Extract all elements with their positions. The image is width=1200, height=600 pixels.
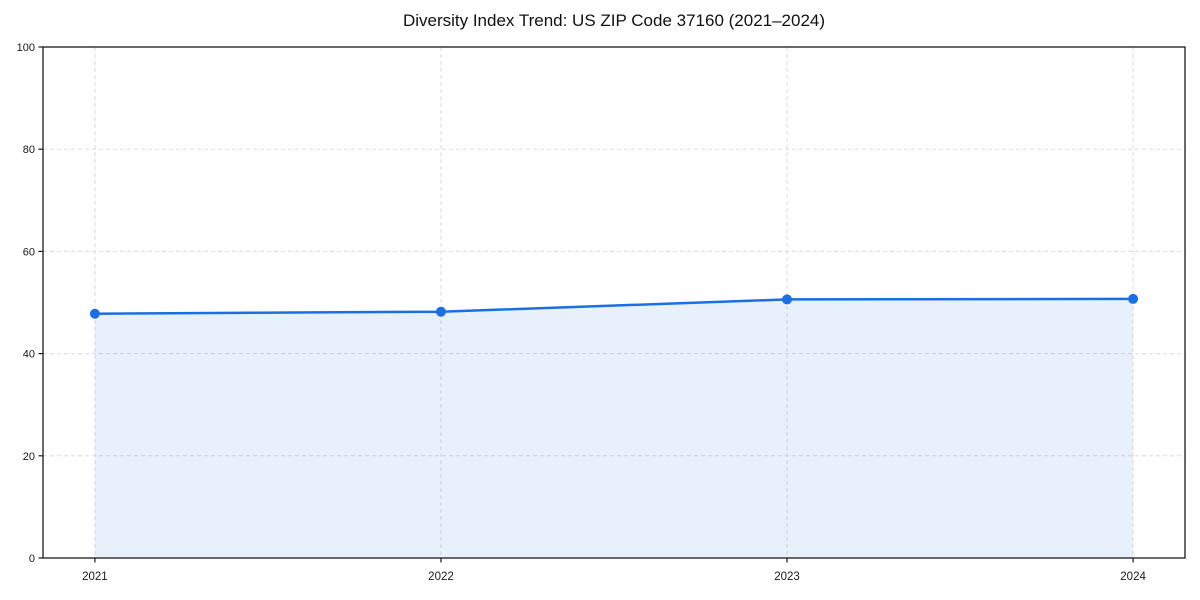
data-point-2024 [1128,293,1139,304]
y-tick-label-20: 20 [23,451,35,463]
axes-box [42,46,1186,559]
data-point-2021 [89,308,100,319]
y-tick-label-0: 0 [29,553,35,565]
x-tick-label-2023: 2023 [774,571,800,583]
data-point-2023 [782,294,793,305]
area-fill [94,298,1134,558]
data-point-2022 [435,306,446,317]
y-tick-label-40: 40 [23,349,35,361]
x-tick-label-2024: 2024 [1120,571,1146,583]
x-tick-label-2022: 2022 [428,571,454,583]
trend-line [93,297,1135,315]
y-tick-label-80: 80 [23,144,35,156]
y-tick-label-100: 100 [17,42,35,54]
y-tick-label-60: 60 [23,246,35,258]
chart-title: Diversity Index Trend: US ZIP Code 37160… [402,11,826,30]
x-tick-label-2021: 2021 [82,571,108,583]
